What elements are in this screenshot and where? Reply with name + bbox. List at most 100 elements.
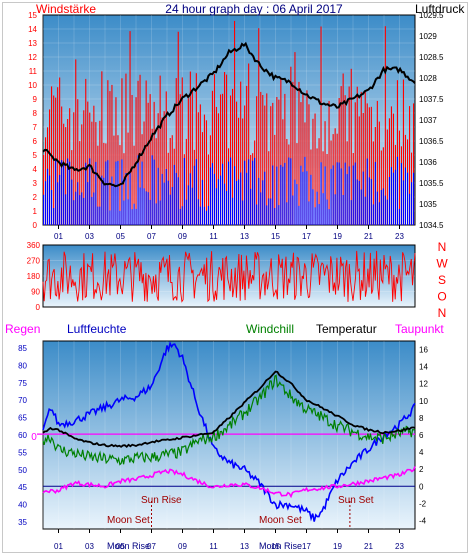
gust-bar bbox=[294, 179, 296, 225]
hour-tick-label: 19 bbox=[333, 542, 342, 551]
gust-bar bbox=[179, 208, 181, 225]
gust-bar bbox=[141, 161, 143, 225]
wind-bar bbox=[175, 78, 177, 225]
wind-bar bbox=[187, 98, 189, 225]
wind-tick-label: 0 bbox=[33, 221, 38, 230]
gust-bar bbox=[73, 200, 75, 225]
gust-bar bbox=[398, 208, 401, 225]
gust-bar bbox=[53, 208, 55, 225]
gust-bar bbox=[348, 166, 350, 225]
gust-bar bbox=[57, 182, 59, 225]
gust-bar bbox=[87, 182, 89, 225]
gust-bar bbox=[350, 200, 352, 225]
wind-bar bbox=[380, 150, 382, 225]
gust-bar bbox=[153, 159, 155, 225]
wind-bar bbox=[264, 105, 266, 225]
hour-tick-label: 03 bbox=[85, 542, 94, 551]
wind-bar bbox=[316, 148, 318, 225]
gust-bar bbox=[85, 162, 87, 225]
hour-tick-label: 15 bbox=[271, 232, 280, 241]
gust-bar bbox=[95, 161, 97, 225]
gust-bar bbox=[268, 198, 270, 225]
hour-tick-label: 17 bbox=[302, 542, 311, 551]
wind-bar bbox=[402, 79, 405, 225]
gust-bar bbox=[274, 208, 276, 225]
gust-bar bbox=[409, 193, 411, 225]
gust-bar bbox=[310, 174, 312, 225]
windchill-line bbox=[42, 374, 416, 466]
gust-bar bbox=[242, 200, 244, 225]
wind-bar bbox=[258, 28, 260, 226]
wind-bar bbox=[260, 91, 262, 226]
gust-bar bbox=[354, 162, 356, 225]
wind-bar bbox=[268, 151, 270, 225]
direction-tick-label: 90 bbox=[31, 288, 40, 297]
wind-bar bbox=[213, 74, 216, 225]
gust-bar bbox=[67, 158, 69, 225]
gust-bar bbox=[370, 179, 372, 225]
gust-bar bbox=[143, 188, 145, 225]
temperature-tick-label: 16 bbox=[419, 346, 428, 355]
gust-bar bbox=[240, 172, 242, 225]
gust-bar bbox=[51, 190, 53, 225]
pressure-tick-label: 1028.5 bbox=[419, 53, 444, 62]
gust-bar bbox=[197, 199, 199, 225]
gust-bar bbox=[322, 193, 324, 225]
wind-tick-label: 8 bbox=[33, 109, 38, 118]
gust-bar bbox=[386, 199, 388, 225]
gust-bar bbox=[380, 190, 382, 225]
legend-windchill: Windchill bbox=[246, 322, 294, 336]
chart-title: 24 hour graph day : 06 April 2017 bbox=[165, 3, 343, 16]
wind-bar bbox=[189, 71, 191, 225]
gust-bar bbox=[234, 166, 236, 225]
wind-tick-label: 6 bbox=[33, 137, 38, 146]
gust-bar bbox=[163, 182, 165, 225]
gust-bar bbox=[171, 187, 173, 225]
wind-bar bbox=[205, 120, 208, 225]
hour-tick-label: 05 bbox=[116, 542, 125, 551]
wind-bar bbox=[201, 132, 204, 225]
gust-bar bbox=[346, 174, 348, 225]
wind-bar bbox=[99, 120, 101, 225]
hour-tick-label: 01 bbox=[54, 232, 63, 241]
gust-bar bbox=[362, 171, 364, 225]
gust-bar bbox=[388, 177, 391, 225]
temperature-tick-label: 8 bbox=[419, 414, 424, 423]
wind-bar bbox=[199, 104, 201, 225]
gust-bar bbox=[280, 164, 282, 225]
chart-canvas: 01234567891011121314151034.510351035.510… bbox=[5, 3, 465, 551]
wind-bar bbox=[87, 101, 89, 225]
gust-bar bbox=[115, 161, 117, 225]
gust-bar bbox=[189, 173, 191, 225]
gust-bar bbox=[312, 189, 314, 225]
gust-bar bbox=[278, 205, 280, 225]
wind-bar bbox=[215, 106, 218, 225]
temperature-tick-label: 6 bbox=[419, 431, 424, 440]
wind-panel-ticks: 01234567891011121314151034.510351035.510… bbox=[28, 11, 444, 241]
gust-bar bbox=[55, 159, 57, 225]
wind-bar bbox=[217, 113, 220, 225]
legend-temperatur: Temperatur bbox=[316, 322, 377, 336]
wind-bar bbox=[129, 31, 131, 225]
wind-bar bbox=[368, 107, 370, 225]
wind-bar bbox=[370, 106, 372, 225]
wind-bar bbox=[165, 91, 167, 226]
gust-bar bbox=[390, 167, 393, 225]
pressure-tick-label: 1036 bbox=[419, 158, 437, 167]
wind-bar bbox=[322, 151, 324, 225]
temperature-tick-label: -2 bbox=[419, 499, 427, 508]
gust-bar bbox=[103, 177, 105, 225]
wind-bar bbox=[57, 87, 59, 225]
wind-bar bbox=[280, 77, 282, 225]
wind-bar bbox=[320, 26, 322, 225]
wind-bar bbox=[93, 105, 95, 225]
gust-bar bbox=[139, 187, 141, 225]
wind-tick-label: 2 bbox=[33, 193, 38, 202]
wind-bar bbox=[109, 91, 111, 225]
gust-bar bbox=[109, 210, 111, 225]
wind-bar bbox=[143, 121, 145, 225]
gust-bar bbox=[151, 155, 153, 225]
gust-bar bbox=[376, 191, 378, 225]
hour-tick-label: 07 bbox=[147, 542, 156, 551]
